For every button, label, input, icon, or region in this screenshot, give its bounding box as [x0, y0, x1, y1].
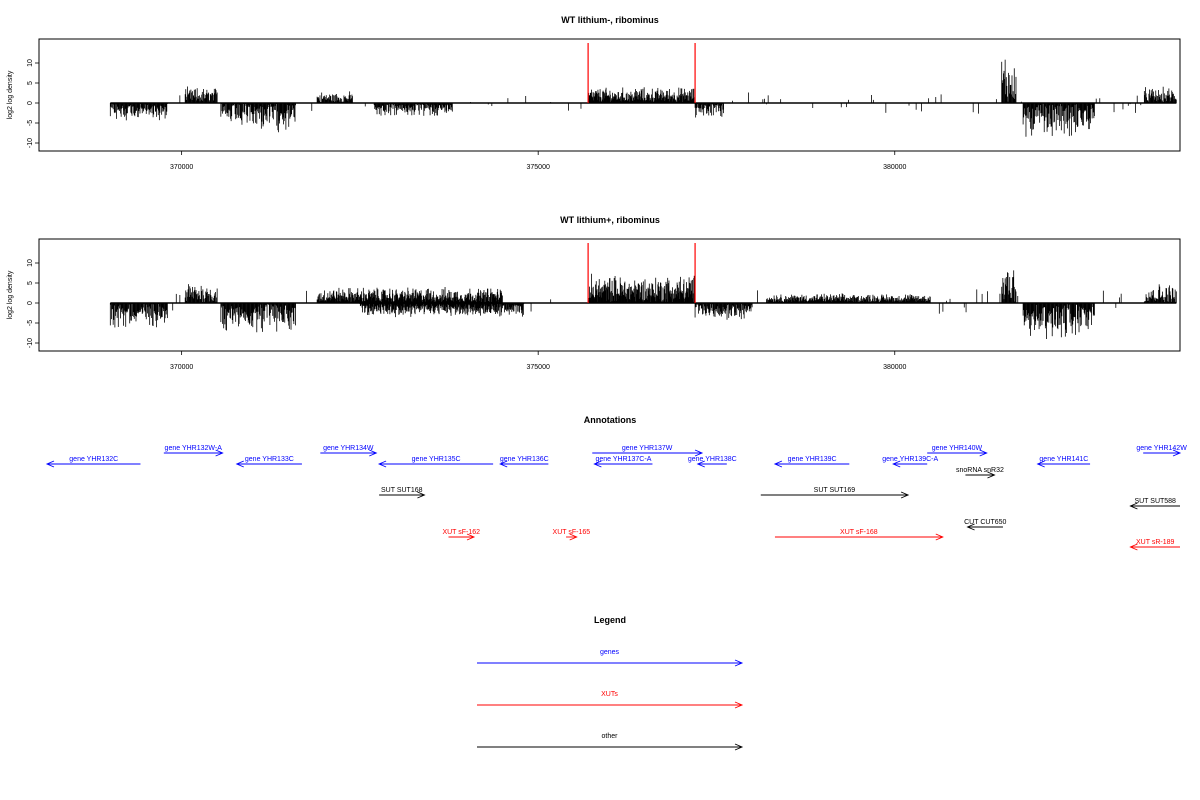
legend-title: Legend — [594, 615, 626, 625]
x-tick-label: 375000 — [527, 364, 550, 371]
arrow-head — [696, 460, 705, 468]
density-bars — [109, 243, 1177, 339]
x-tick-label: 370000 — [170, 164, 193, 171]
feature-label: XUT sF-168 — [840, 529, 878, 536]
feature-label: gene YHR132C — [69, 456, 118, 463]
feature-label: XUT sF-165 — [553, 529, 591, 536]
arrow-head — [417, 491, 426, 499]
feature-label: gene YHR133C — [245, 456, 294, 463]
feature-label: SUT SUT168 — [381, 487, 423, 494]
arrow-head — [235, 460, 244, 468]
feature-label: gene YHR134W — [323, 445, 374, 452]
arrow-head — [935, 533, 944, 541]
feature-label: gene YHR138C — [688, 456, 737, 463]
legend: Legend genes XUTs other — [477, 615, 744, 751]
feature-label: gene YHR137W — [622, 445, 673, 452]
y-axis-label: log2 log density — [7, 70, 14, 119]
arrow-head — [569, 533, 578, 541]
feature-label: XUT sF-162 — [442, 529, 480, 536]
x-tick-label: 375000 — [527, 164, 550, 171]
density-bars — [109, 43, 1177, 137]
y-tick-label: 10 — [27, 59, 34, 67]
feature-arrows: gene YHR132C gene YHR132W-A gene YHR133C ge… — [45, 445, 1187, 551]
arrow-head — [694, 449, 704, 457]
arrow-head — [987, 471, 996, 479]
feature-label: SUT SUT169 — [814, 487, 856, 494]
arrow-head — [215, 449, 224, 457]
y-tick-label: 5 — [27, 281, 34, 285]
arrow-head — [1129, 543, 1138, 551]
arrow-head — [734, 701, 744, 709]
y-tick-label: -10 — [27, 338, 34, 348]
panel-title: WT lithium-, ribominus — [561, 15, 659, 25]
y-tick-label: -5 — [27, 320, 34, 326]
y-tick-label: -10 — [27, 138, 34, 148]
y-tick-label: 10 — [27, 259, 34, 267]
annotations-title: Annotations — [584, 415, 637, 425]
y-tick-label: 0 — [27, 101, 34, 105]
density-panel-lithium-minus: WT lithium-, ribominus log2 log density … — [7, 15, 1181, 171]
feature-label: XUT sR-189 — [1136, 539, 1174, 546]
feature-label: SUT SUT588 — [1134, 498, 1176, 505]
x-tick-label: 380000 — [883, 164, 906, 171]
arrow-head — [499, 460, 508, 468]
arrow-head — [900, 491, 910, 499]
y-tick-label: 5 — [27, 81, 34, 85]
panel-title: WT lithium+, ribominus — [560, 215, 660, 225]
feature-label: snoRNA snR32 — [956, 467, 1004, 474]
arrow-head — [1172, 449, 1182, 457]
feature-label: gene YHR139C — [788, 456, 837, 463]
arrow-head — [466, 533, 476, 541]
legend-label: other — [602, 733, 619, 740]
arrow-head — [45, 460, 55, 468]
arrow-head — [593, 460, 602, 468]
y-tick-label: 0 — [27, 301, 34, 305]
feature-label: CUT CUT650 — [964, 519, 1006, 526]
arrow-head — [734, 743, 744, 751]
x-tick-label: 380000 — [883, 364, 906, 371]
y-tick-label: -5 — [27, 120, 34, 126]
legend-label: genes — [600, 649, 620, 656]
x-tick-label: 370000 — [170, 364, 193, 371]
feature-label: gene YHR136C — [500, 456, 549, 463]
arrow-head — [369, 449, 378, 457]
y-axis: -10 -5 0 5 10 — [27, 259, 39, 348]
feature-label: gene YHR142W — [1136, 445, 1187, 452]
plot-frame — [38, 38, 1181, 152]
x-axis: 370000 375000 380000 — [170, 351, 907, 371]
arrow-head — [773, 460, 783, 468]
feature-label: gene YHR139C-A — [882, 456, 938, 463]
legend-items: genes XUTs other — [477, 649, 744, 751]
y-axis: -10 -5 0 5 10 — [27, 59, 39, 148]
arrow-head — [892, 460, 901, 468]
y-axis-label: log2 log density — [7, 270, 14, 319]
arrow-head — [734, 659, 744, 667]
x-axis: 370000 375000 380000 — [170, 151, 907, 171]
feature-label: gene YHR141C — [1039, 456, 1088, 463]
density-panel-lithium-plus: WT lithium+, ribominus log2 log density … — [7, 215, 1181, 371]
feature-label: gene YHR135C — [412, 456, 461, 463]
feature-label: gene YHR137C-A — [595, 456, 651, 463]
arrow-head — [979, 449, 988, 457]
legend-label: XUTs — [601, 691, 618, 698]
arrow-head — [1129, 502, 1138, 510]
arrow-head — [966, 523, 975, 531]
arrow-head — [1036, 460, 1045, 468]
feature-label: gene YHR140W — [932, 445, 983, 452]
plot-frame — [38, 238, 1181, 352]
arrow-head — [377, 460, 387, 468]
feature-label: gene YHR132W-A — [165, 445, 223, 452]
